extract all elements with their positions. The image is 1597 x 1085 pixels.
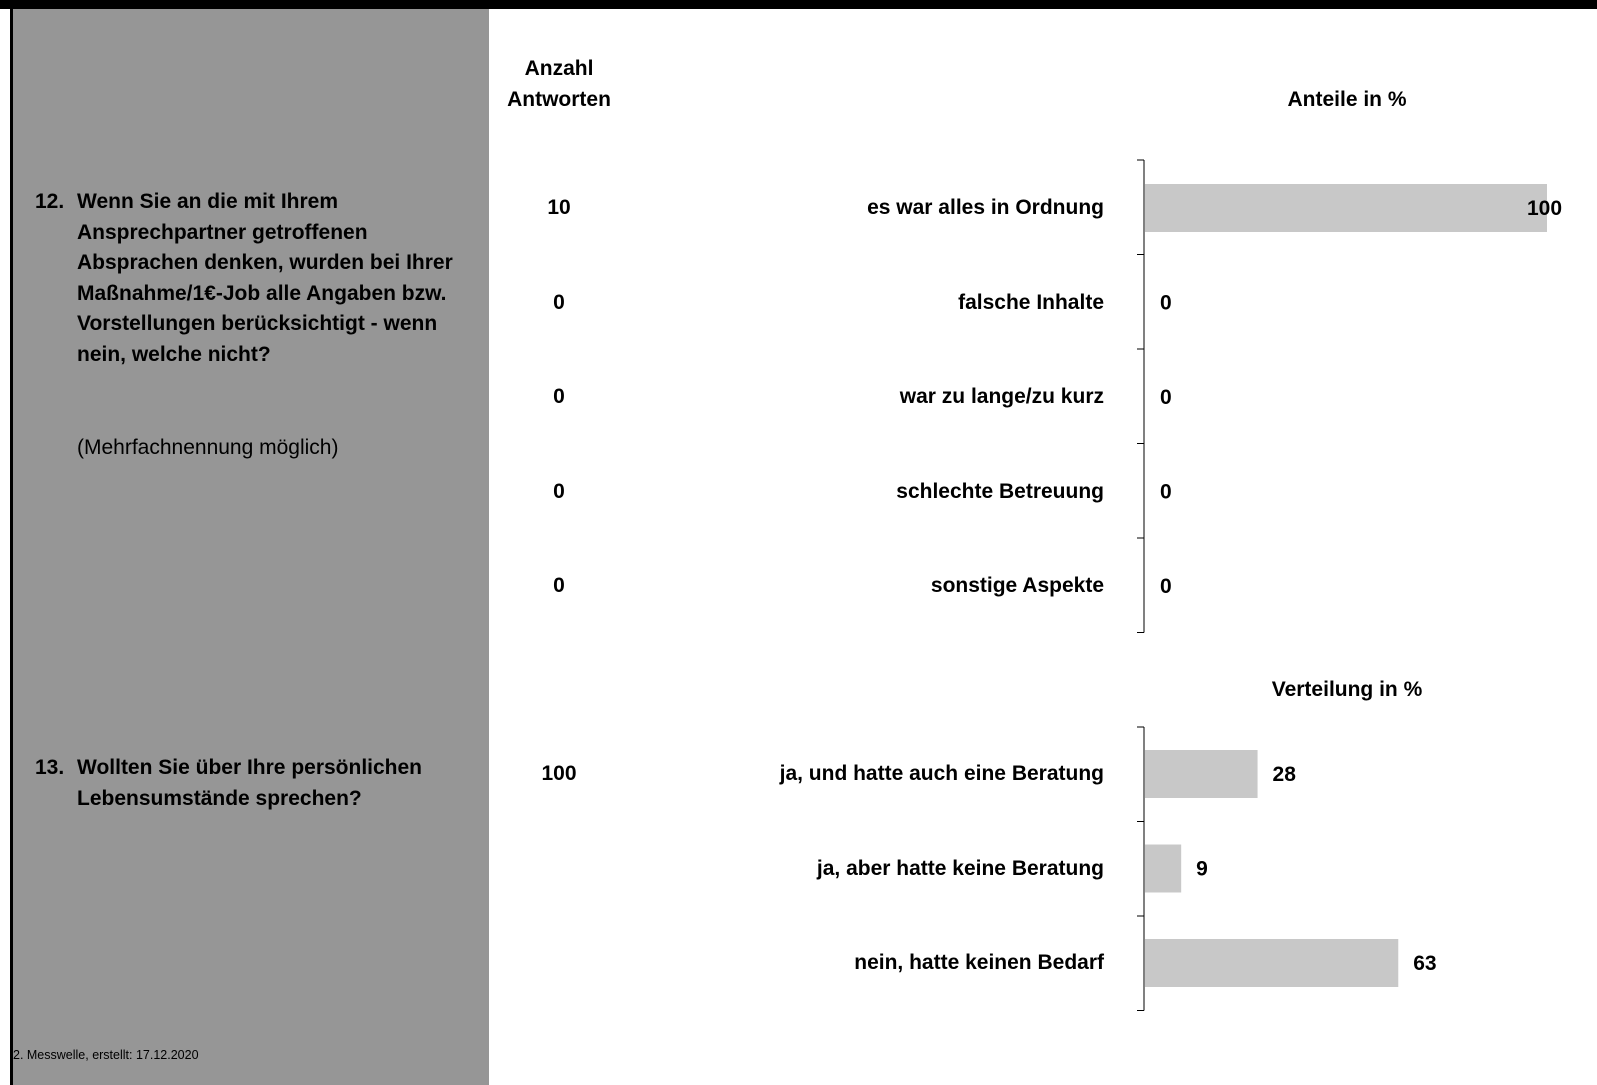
question-note: (Mehrfachnennung möglich)	[77, 436, 339, 459]
top-border	[0, 0, 1597, 9]
bar-value-label: 63	[1413, 952, 1436, 975]
question-number: 12.	[35, 190, 65, 213]
response-count: 0	[553, 290, 565, 314]
response-count: 10	[547, 196, 571, 219]
question-number: 13.	[35, 756, 65, 779]
bar-value-label: 0	[1160, 386, 1172, 409]
bar-value-label: 9	[1196, 858, 1208, 881]
count-header: Anzahl Antworten	[507, 57, 611, 111]
question-panel	[13, 9, 489, 1085]
question-13: 13. Wollten Sie über Ihre persönlichen L…	[35, 753, 465, 814]
bar-value-label: 0	[1160, 292, 1172, 315]
share-header: Anteile in %	[1287, 88, 1407, 111]
distribution-header: Verteilung in %	[1271, 678, 1423, 701]
category-label: nein, hatte keinen Bedarf	[854, 951, 1104, 974]
response-count: 0	[553, 385, 565, 408]
bar	[1145, 184, 1547, 232]
bar-value-label: 100	[1527, 197, 1562, 220]
category-label: war zu lange/zu kurz	[899, 385, 1104, 408]
left-border	[10, 9, 13, 1085]
bar	[1145, 750, 1258, 798]
category-label: sonstige Aspekte	[930, 574, 1104, 597]
bar	[1145, 939, 1399, 987]
response-count: 0	[553, 479, 565, 503]
category-label: falsche Inhalte	[958, 290, 1104, 314]
response-count: 100	[541, 762, 577, 785]
bar	[1145, 844, 1182, 893]
response-count: 0	[553, 574, 565, 597]
footer-note: 2. Messwelle, erstellt: 17.12.2020	[13, 1048, 199, 1062]
category-label: schlechte Betreuung	[896, 479, 1104, 503]
bar-value-label: 0	[1160, 481, 1172, 504]
category-label: es war alles in Ordnung	[867, 196, 1104, 219]
question-text: Wenn Sie an die mit Ihrem Ansprechpartne…	[77, 190, 453, 366]
question-12: 12. Wenn Sie an die mit Ihrem Ansprechpa…	[35, 187, 465, 371]
bar-value-label: 0	[1160, 575, 1172, 598]
bar-value-label: 28	[1273, 763, 1297, 786]
category-label: ja, und hatte auch eine Beratung	[779, 762, 1104, 785]
question-text: Wollten Sie über Ihre persönlichen Leben…	[77, 756, 423, 810]
category-label: ja, aber hatte keine Beratung	[816, 856, 1104, 880]
